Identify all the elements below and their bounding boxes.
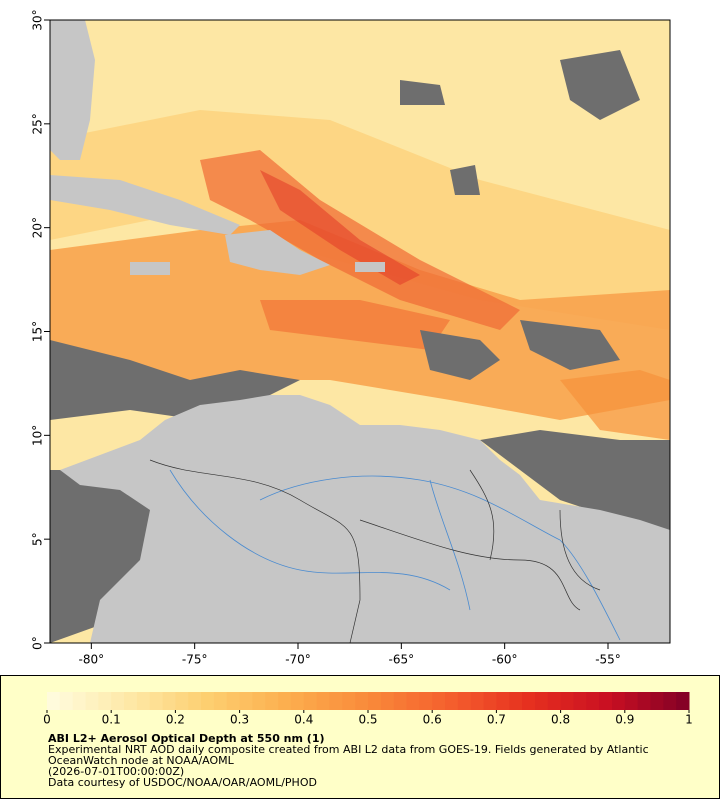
caption-line: Data courtesy of USDOC/NOAA/OAR/AOML/PHO… <box>48 776 317 789</box>
colorbar-cell <box>226 692 241 710</box>
colorbar-tick-label: 0 <box>43 713 51 727</box>
colorbar-cell <box>406 692 420 710</box>
x-tick-label: -60° <box>492 653 518 667</box>
colorbar-cell <box>213 692 228 710</box>
colorbar-tick-label: 0.6 <box>423 713 442 727</box>
colorbar-cell <box>303 692 318 710</box>
x-tick-label: -70° <box>285 653 311 667</box>
colorbar-cell <box>85 692 99 710</box>
colorbar-tick-label: 0.1 <box>102 713 121 727</box>
colorbar-cell <box>663 692 677 710</box>
colorbar-cell <box>393 692 408 710</box>
y-tick-label: 0° <box>31 636 45 650</box>
colorbar-cell <box>547 692 562 710</box>
y-tick-label: 15° <box>31 321 45 342</box>
colorbar-cell <box>265 692 279 710</box>
colorbar-cell <box>162 692 176 710</box>
colorbar-tick-label: 0.4 <box>294 713 313 727</box>
colorbar-cell <box>72 692 87 710</box>
colorbar-cell <box>188 692 202 710</box>
colorbar-cell <box>59 692 74 710</box>
y-tick-label: 5° <box>31 532 45 546</box>
x-tick-label: -80° <box>79 653 105 667</box>
colorbar-cell <box>483 692 497 710</box>
colorbar-cell <box>368 692 382 710</box>
colorbar-cell <box>136 692 151 710</box>
colorbar-cell <box>599 692 613 710</box>
y-tick-label: 25° <box>31 113 45 134</box>
colorbar-cell <box>432 692 446 710</box>
colorbar-cell <box>239 692 253 710</box>
colorbar-cell <box>573 692 587 710</box>
colorbar-cell <box>586 692 600 710</box>
colorbar-cell <box>355 692 369 710</box>
y-tick-label: 30° <box>31 9 45 30</box>
colorbar-cell <box>316 692 330 710</box>
map-image <box>50 20 670 643</box>
caption-line: (2026-07-01T00:00:00Z) <box>48 765 184 778</box>
colorbar-cell <box>637 692 651 710</box>
colorbar-cell <box>380 692 395 710</box>
colorbar-cell <box>175 692 189 710</box>
colorbar-cell <box>290 692 305 710</box>
colorbar-tick-label: 0.7 <box>487 713 506 727</box>
colorbar-cell <box>457 692 472 710</box>
colorbar-cell <box>509 692 523 710</box>
colorbar-tick-label: 0.9 <box>615 713 634 727</box>
colorbar-cell <box>329 692 343 710</box>
caption-title: ABI L2+ Aerosol Optical Depth at 550 nm … <box>48 732 325 745</box>
colorbar-cell <box>560 692 574 710</box>
x-tick-label: -75° <box>182 653 208 667</box>
colorbar-cell <box>98 692 112 710</box>
colorbar-cell <box>278 692 292 710</box>
colorbar-cell <box>611 692 626 710</box>
colorbar-cell <box>419 692 433 710</box>
colorbar-cell <box>470 692 485 710</box>
colorbar-cell <box>201 692 215 710</box>
colorbar-cell <box>534 692 549 710</box>
caption-line: OceanWatch node at NOAA/AOML <box>48 754 235 767</box>
y-tick-label: 20° <box>31 217 45 238</box>
colorbar-cell <box>342 692 356 710</box>
colorbar-cell <box>445 692 459 710</box>
colorbar-tick-label: 1 <box>685 713 693 727</box>
colorbar-tick-label: 0.3 <box>230 713 249 727</box>
colorbar-cell <box>496 692 510 710</box>
colorbar-cell <box>124 692 138 710</box>
colorbar-tick-label: 0.5 <box>358 713 377 727</box>
colorbar-cell <box>522 692 536 710</box>
colorbar-cell <box>47 692 61 710</box>
colorbar-cell <box>650 692 664 710</box>
colorbar-tick-label: 0.8 <box>551 713 570 727</box>
colorbar-tick-label: 0.2 <box>166 713 185 727</box>
x-tick-label: -55° <box>595 653 621 667</box>
caption-line: Experimental NRT AOD daily composite cre… <box>48 743 649 756</box>
colorbar-cell <box>149 692 164 710</box>
x-tick-label: -65° <box>389 653 415 667</box>
colorbar-cell <box>252 692 266 710</box>
colorbar-cell <box>676 692 690 710</box>
colorbar-cell <box>624 692 639 710</box>
colorbar-cell <box>111 692 125 710</box>
y-tick-label: 10° <box>31 425 45 446</box>
